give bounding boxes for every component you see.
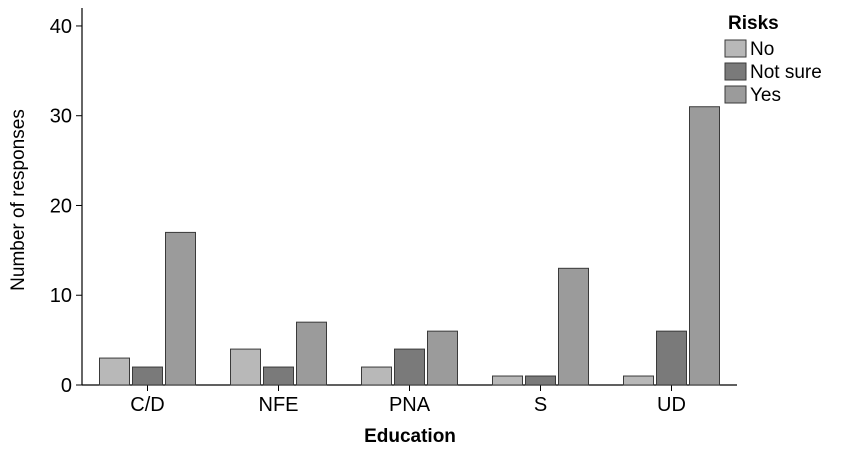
legend-swatch-not-sure [724,62,747,81]
bar-not-sure-pna [394,348,425,386]
x-axis: C/D NFE PNA S UD [82,384,737,416]
bar-no-nfe [230,348,261,386]
y-tick-label: 20 [50,195,72,217]
bar-no-c-d [99,357,130,386]
bars [99,106,720,386]
legend-label-yes: Yes [750,85,781,106]
y-tick-label: 30 [50,106,72,128]
x-tick-label: PNA [389,394,431,416]
bar-not-sure-c-d [132,366,163,386]
y-tick-label: 0 [61,375,72,397]
y-axis-title: Number of responses [8,109,29,291]
x-axis-title: Education [364,426,456,447]
legend-swatch-no [724,39,747,58]
bar-yes-pna [427,330,458,386]
bar-no-s [492,375,523,386]
x-tick-label: C/D [130,394,164,416]
bar-yes-s [558,267,589,386]
legend-label-not-sure: Not sure [750,62,822,83]
legend-swatch-yes [724,85,747,104]
bar-no-ud [623,375,654,386]
bar-yes-c-d [165,231,196,386]
x-tick-label: S [534,394,547,416]
bar-yes-ud [689,106,720,386]
y-tick-label: 40 [50,16,72,38]
bar-not-sure-nfe [263,366,294,386]
x-tick-label: NFE [259,394,299,416]
bar-not-sure-ud [656,330,687,386]
y-axis: 0 10 20 30 40 [50,8,83,397]
bar-not-sure-s [525,375,556,386]
x-tick-label: UD [657,394,686,416]
bar-yes-nfe [296,321,327,386]
legend-label-no: No [750,39,774,60]
bar-no-pna [361,366,392,386]
y-tick-label: 10 [50,285,72,307]
legend-title: Risks [728,13,779,34]
